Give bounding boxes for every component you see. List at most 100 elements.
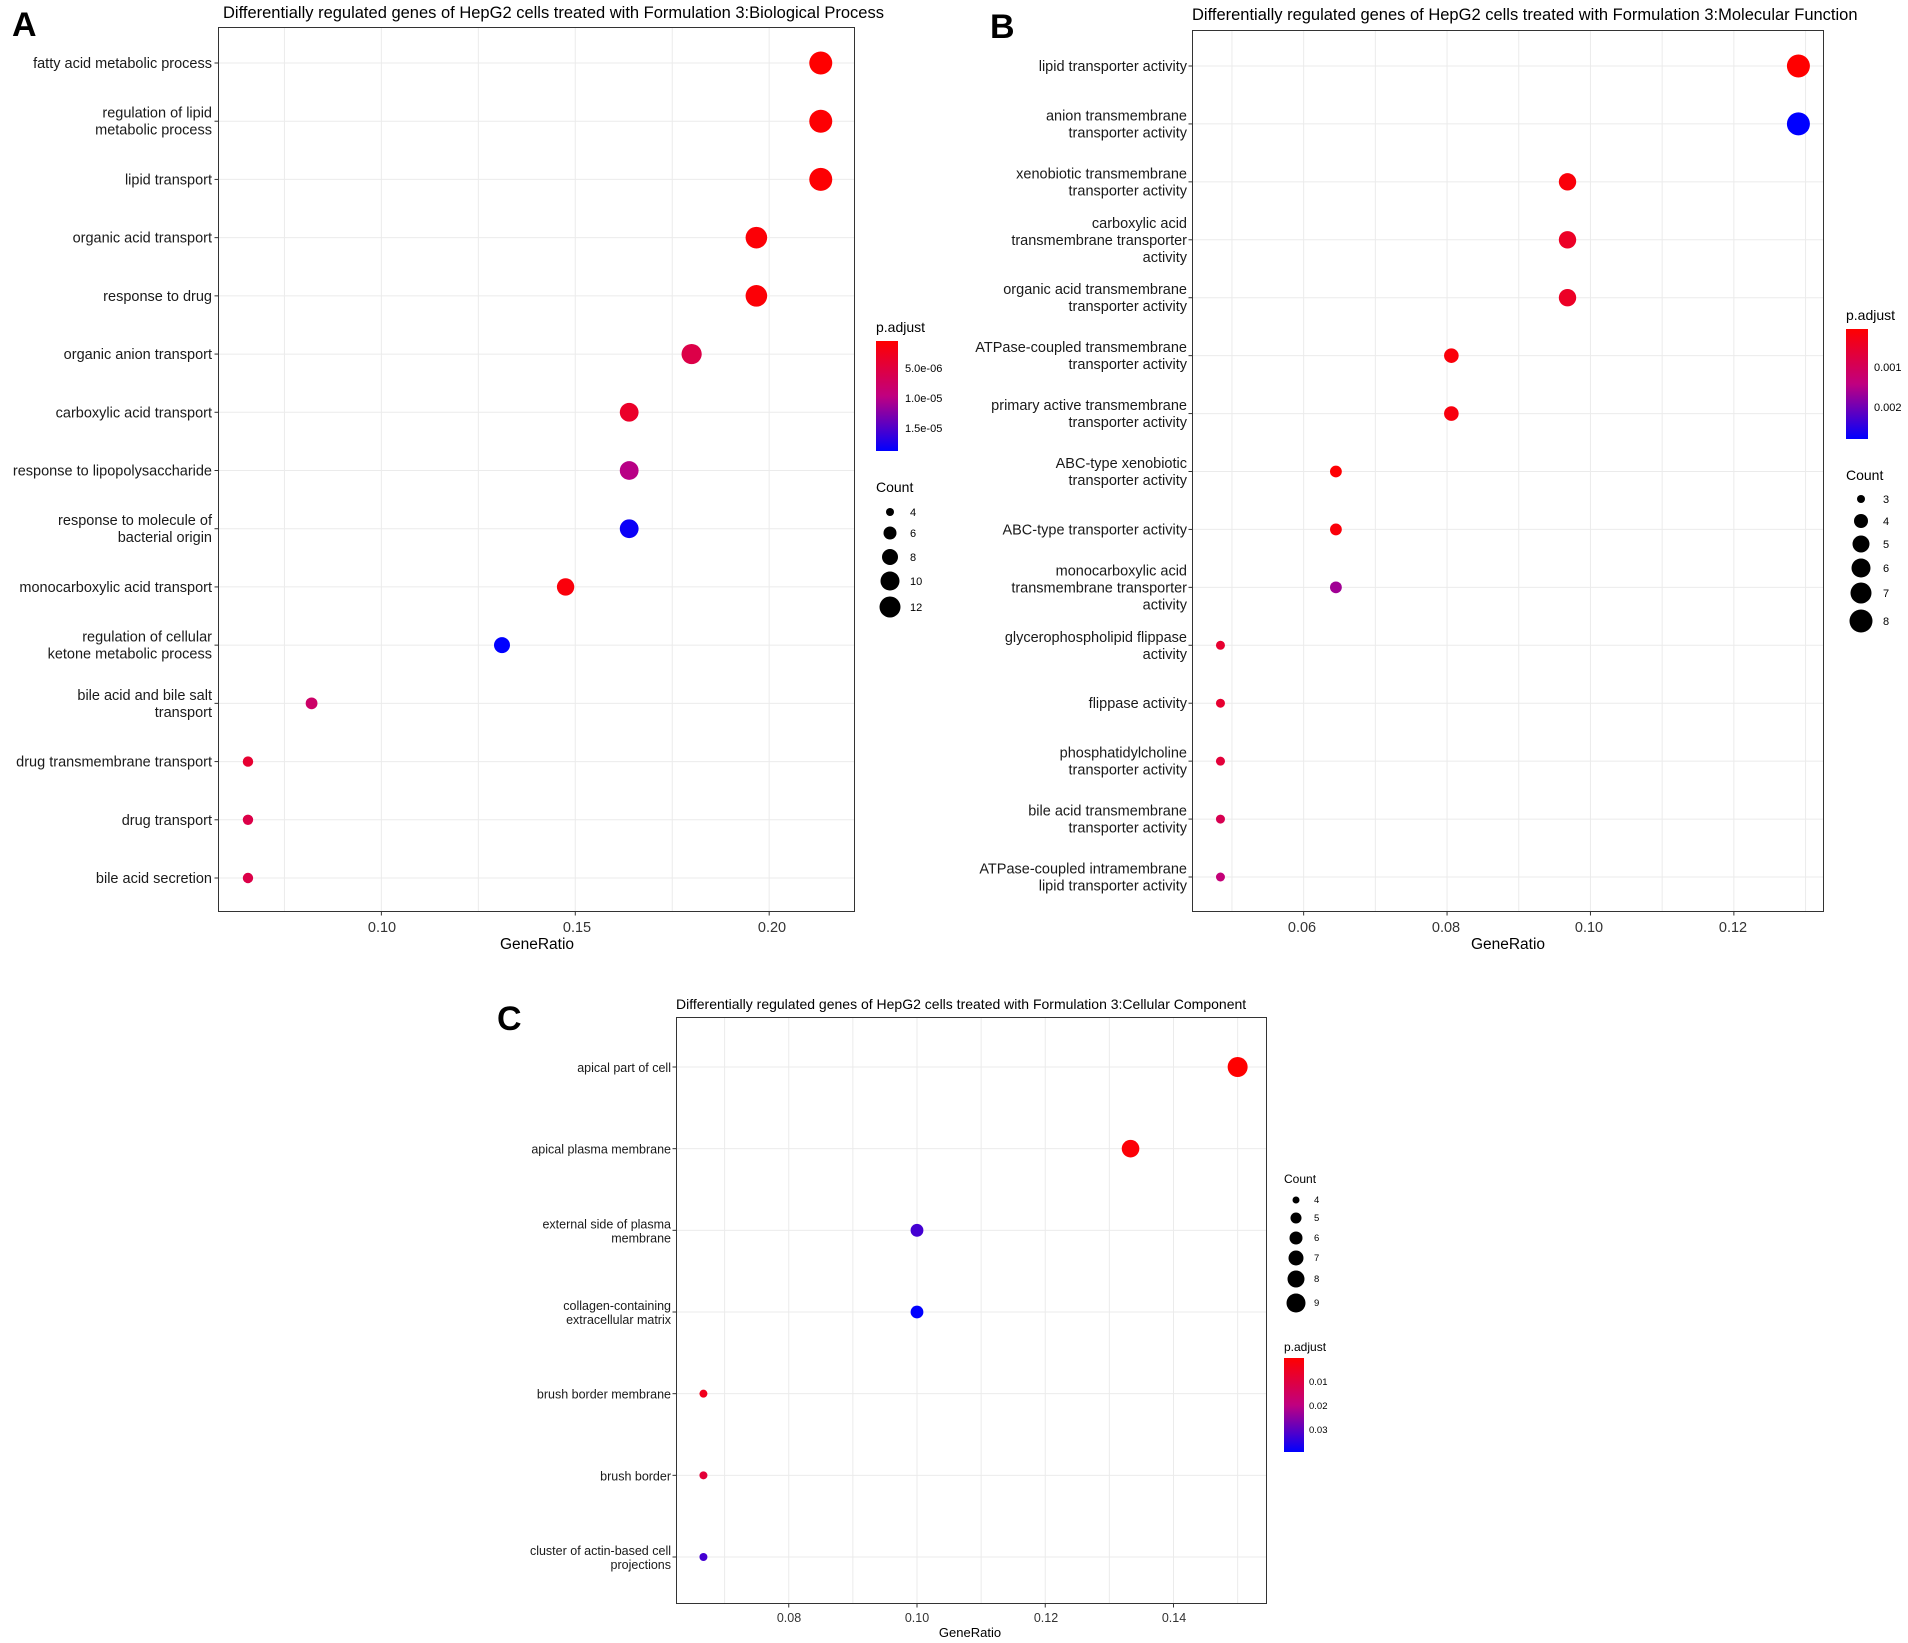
panel-a-x-tick-label: 0.10 — [368, 920, 396, 936]
panel-a-x-tick-label: 0.20 — [758, 920, 786, 936]
panel-a-size-key-label: 10 — [910, 576, 922, 588]
panel-a-size-key — [882, 549, 898, 565]
panel-c-size-key-label: 5 — [1314, 1213, 1319, 1224]
panel-a-point — [556, 578, 575, 596]
panel-c-category-label: apical part of cell — [577, 1061, 671, 1075]
panel-b-point — [1786, 54, 1810, 78]
panel-b-category-label: ABC-type transporter activity — [1002, 522, 1187, 538]
panel-c-size-key — [1286, 1293, 1306, 1313]
panel-b-category-label: transporter activity — [1069, 763, 1188, 779]
panel-a-point — [809, 51, 833, 75]
panel-a-plot-border — [218, 27, 855, 912]
panel-b-colorbar — [1846, 329, 1868, 439]
panel-b-title: Differentially regulated genes of HepG2 … — [1192, 6, 1858, 24]
panel-b-category-labels: lipid transporter activity anion transmem… — [975, 59, 1735, 916]
panel-b-colorbar-label: 0.002 — [1874, 402, 1902, 414]
panel-b-category-label: primary active transmembrane — [991, 398, 1187, 414]
panel-c-category-label: projections — [611, 1558, 671, 1572]
panel-c-category-label: apical plasma membrane — [531, 1143, 671, 1157]
panel-c: C Differentially regulated genes of HepG… — [497, 996, 1328, 1640]
panel-a-title: Differentially regulated genes of HepG2 … — [223, 4, 884, 22]
panel-a-size-key — [879, 596, 901, 618]
panel-c-x-axis-title: GeneRatio — [939, 1625, 1001, 1640]
panel-a-category-label: organic acid transport — [73, 231, 212, 247]
panel-a-point — [745, 226, 768, 249]
panel-b-category-label: activity — [1143, 647, 1188, 663]
panel-b-category-label: transmembrane transporter — [1011, 233, 1187, 249]
panel-b-x-tick-label: 0.12 — [1719, 920, 1747, 936]
panel-b-size-key — [1850, 582, 1872, 604]
panel-b-size-key-label: 6 — [1883, 563, 1889, 575]
panel-c-legend-padjust: p.adjust 0.01 0.02 0.03 — [1284, 1340, 1328, 1452]
panel-b-point — [1786, 112, 1810, 136]
panel-c-category-label: brush border — [600, 1469, 671, 1483]
panel-c-gridlines — [676, 1017, 1267, 1604]
panel-a-category-label: metabolic process — [95, 123, 212, 139]
panel-b-point — [1330, 523, 1342, 536]
panel-a-category-label: fatty acid metabolic process — [33, 56, 212, 72]
panel-c-size-key-label: 9 — [1314, 1298, 1319, 1309]
panel-a-point — [242, 814, 254, 825]
panel-a-colorbar-label: 5.0e-06 — [905, 363, 942, 375]
panel-b-points — [1215, 54, 1810, 882]
panel-b-category-label: monocarboxylic acid — [1056, 563, 1187, 579]
panel-b-size-key — [1854, 514, 1868, 528]
panel-c-size-key — [1289, 1231, 1303, 1245]
panel-c-point — [699, 1471, 708, 1480]
panel-b-category-label: transporter activity — [1069, 183, 1188, 199]
panel-b-point — [1444, 406, 1459, 421]
panel-c-legend-count: Count 4 5 6 7 8 9 — [1284, 1172, 1319, 1313]
panel-a-colorbar-label: 1.5e-05 — [905, 423, 942, 435]
panel-b-category-label: ABC-type xenobiotic — [1056, 456, 1187, 472]
panel-c-colorbar-label: 0.01 — [1309, 1377, 1328, 1388]
panel-a-size-key — [880, 571, 900, 591]
panel-a-legend-count-title: Count — [876, 479, 913, 495]
panel-b-size-key — [1851, 558, 1871, 578]
panel-b: B Differentially regulated genes of HepG… — [975, 6, 1901, 953]
panel-b-legend-padjust: p.adjust 0.001 0.002 — [1846, 307, 1902, 439]
panel-a-size-key — [883, 526, 897, 540]
panel-c-legend-count-title: Count — [1284, 1172, 1317, 1186]
panel-c-legend-padjust-title: p.adjust — [1284, 1340, 1327, 1354]
panel-c-category-label: cluster of actin-based cell — [530, 1544, 671, 1558]
panel-a-category-labels: fatty acid metabolic process regulation o… — [13, 56, 770, 916]
panel-a-category-label: lipid transport — [125, 172, 212, 188]
panel-b-category-label: xenobiotic transmembrane — [1016, 166, 1187, 182]
panel-b-point — [1558, 173, 1577, 191]
panel-b-size-key-label: 3 — [1883, 494, 1889, 506]
panel-b-size-key-label: 5 — [1883, 539, 1889, 551]
panel-b-category-label: transporter activity — [1069, 125, 1188, 141]
panel-a-category-label: organic anion transport — [64, 347, 212, 363]
panel-b-x-ticks: 0.06 0.08 0.10 0.12 — [1288, 920, 1747, 936]
panel-a-point — [619, 402, 639, 422]
panel-b-point — [1444, 348, 1459, 363]
panel-b-point — [1215, 756, 1225, 766]
panel-b-x-tick-label: 0.08 — [1432, 920, 1460, 936]
panel-b-point — [1558, 289, 1577, 307]
panel-c-size-key — [1292, 1196, 1300, 1204]
panel-a-category-label: bacterial origin — [118, 530, 212, 546]
panel-b-point — [1330, 465, 1342, 478]
panel-c-colorbar-label: 0.02 — [1309, 1401, 1328, 1412]
panel-a-point — [809, 167, 833, 191]
panel-label-c: C — [497, 1000, 522, 1038]
panel-c-size-key-label: 7 — [1314, 1253, 1319, 1264]
panel-b-category-label: bile acid transmembrane — [1028, 804, 1187, 820]
panel-b-legend-count: Count 3 4 5 6 7 8 — [1846, 467, 1889, 633]
panel-b-point — [1215, 814, 1225, 824]
panel-a: A Differentially regulated genes of HepG… — [12, 4, 942, 953]
panel-a-point — [242, 872, 254, 884]
panel-a-x-ticks: 0.10 0.15 0.20 — [368, 920, 786, 936]
panel-c-point — [910, 1223, 924, 1237]
panel-a-colorbar-label: 1.0e-05 — [905, 393, 942, 405]
panel-b-category-label: anion transmembrane — [1046, 108, 1187, 124]
panel-b-category-label: lipid transporter activity — [1039, 59, 1188, 75]
panel-a-category-label: drug transport — [122, 813, 212, 829]
panel-a-category-label: regulation of lipid — [102, 106, 212, 122]
panel-a-gridlines — [218, 27, 855, 912]
panel-a-category-label: bile acid and bile salt — [77, 688, 212, 704]
panel-a-point — [745, 285, 768, 307]
panel-a-category-label: response to drug — [103, 289, 212, 305]
panel-c-x-ticks: 0.08 0.10 0.12 0.14 — [777, 1611, 1186, 1625]
